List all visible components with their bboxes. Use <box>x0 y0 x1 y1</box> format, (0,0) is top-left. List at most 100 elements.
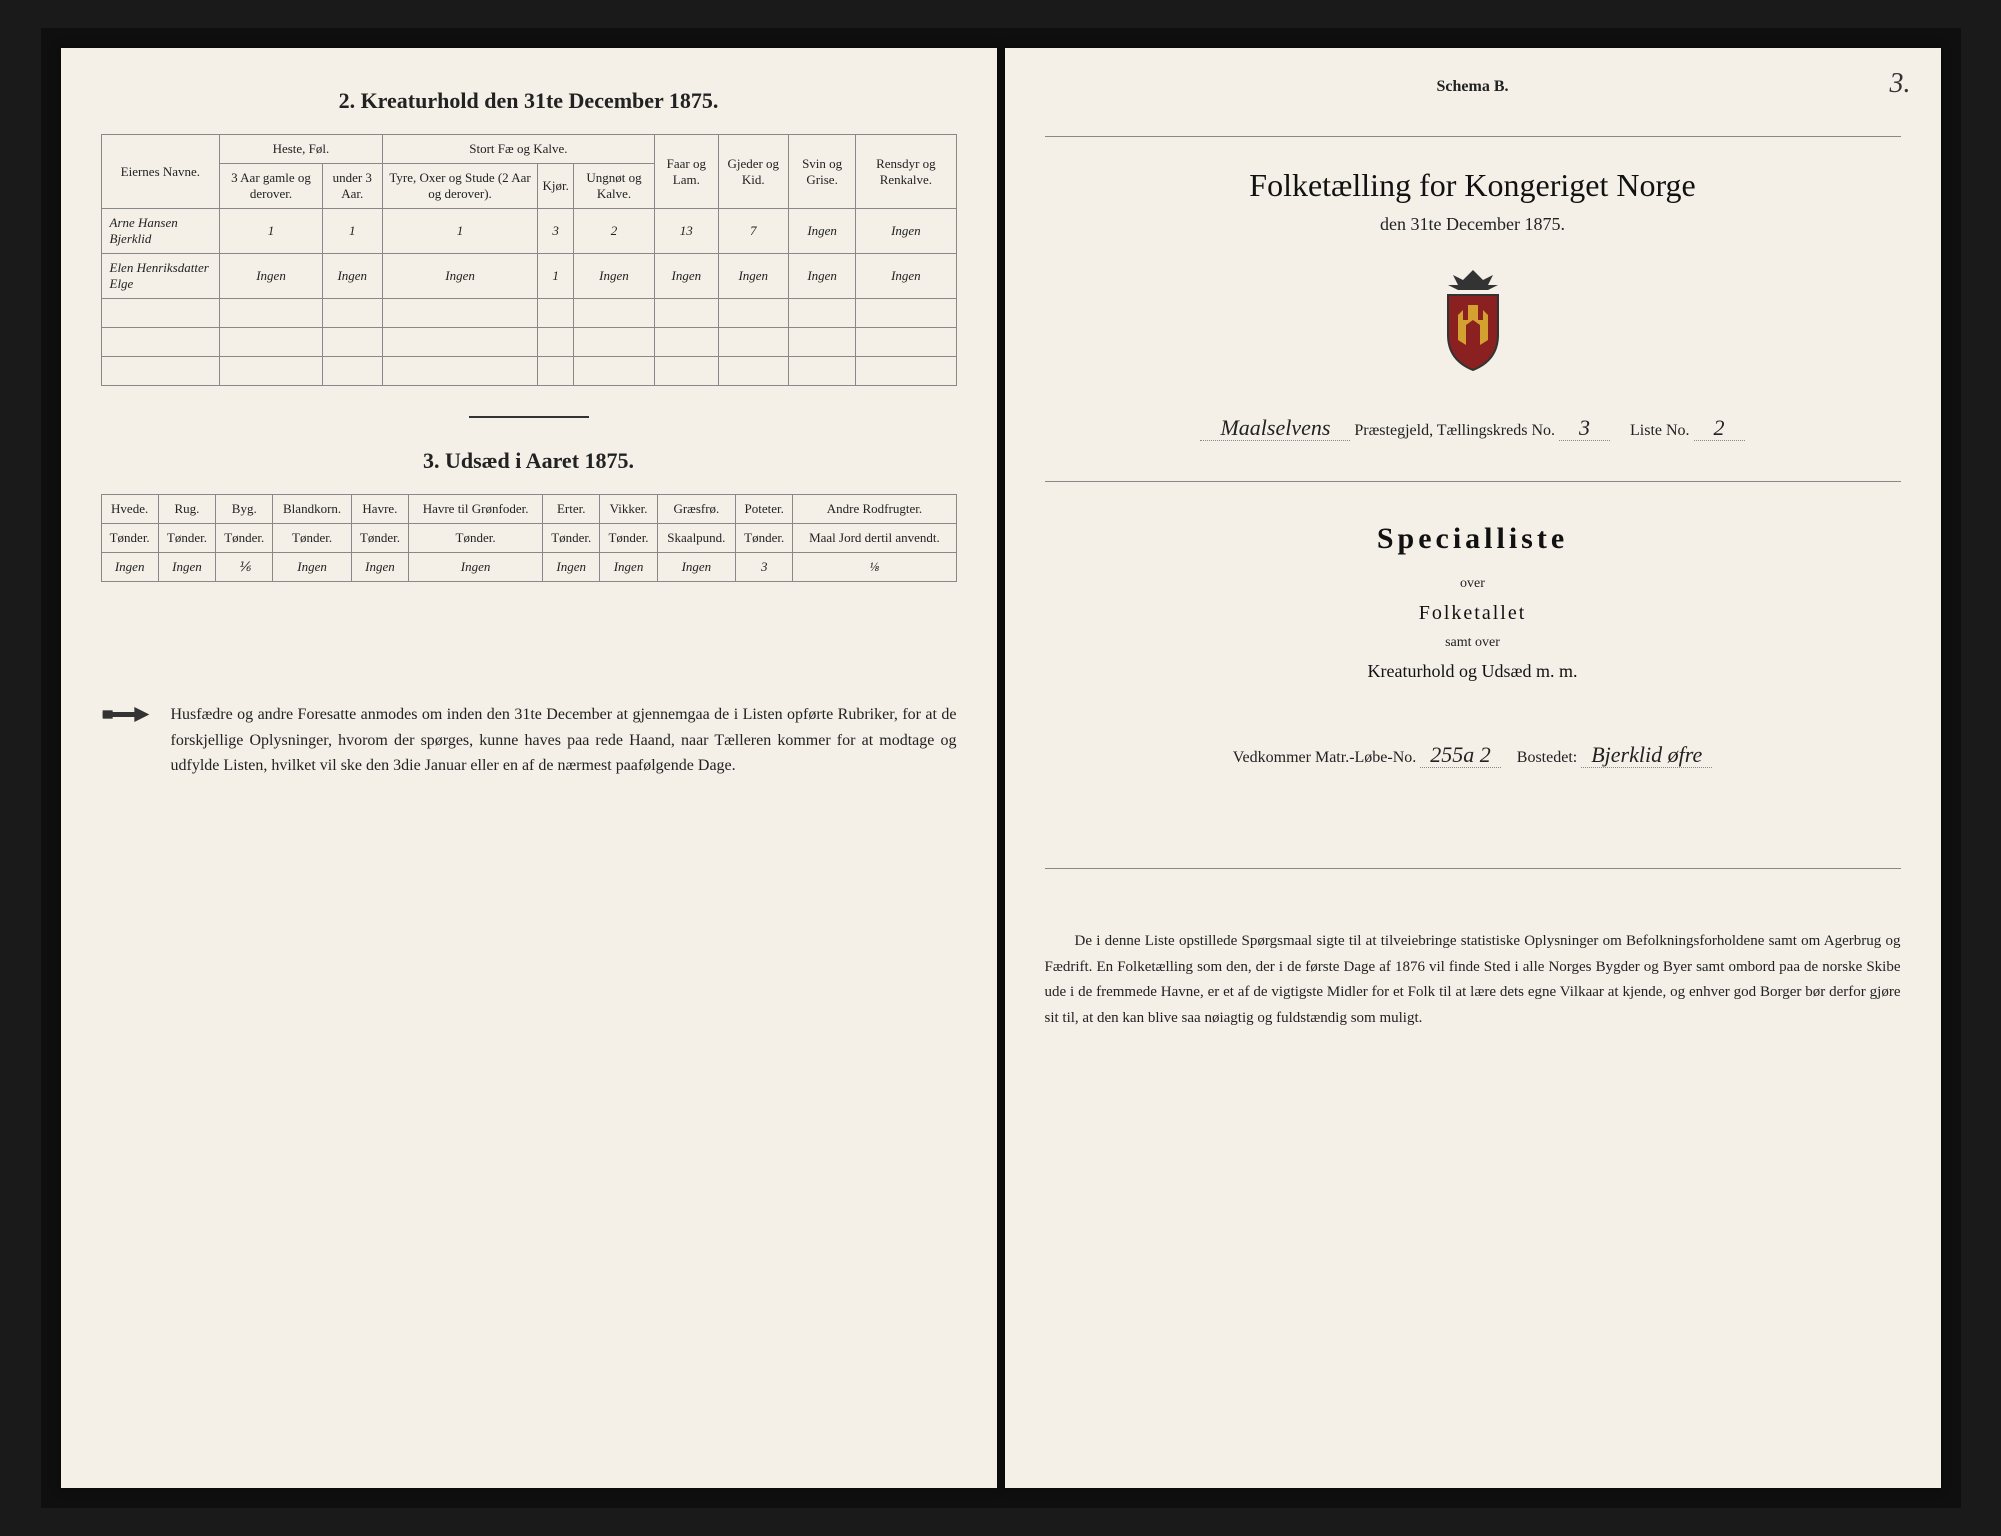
table-row-empty <box>101 357 956 386</box>
cell: 3 <box>538 209 573 254</box>
col-cows: Kjør. <box>538 164 573 209</box>
seed-unit: Maal Jord dertil anvendt. <box>793 524 956 553</box>
divider <box>469 416 589 418</box>
cell: 13 <box>655 209 718 254</box>
bottom-paragraph: De i denne Liste opstillede Spørgsmaal s… <box>1045 929 1901 1031</box>
parish-line: Maalselvens Præstegjeld, Tællingskreds N… <box>1045 415 1901 441</box>
folketal-label: Folketallet <box>1045 602 1901 625</box>
seed-cell: ⅛ <box>793 553 956 582</box>
table-row-empty <box>101 328 956 357</box>
section3-title: 3. Udsæd i Aaret 1875. <box>101 448 957 474</box>
seed-unit: Tønder. <box>273 524 351 553</box>
seed-row: Ingen Ingen ⅙ Ingen Ingen Ingen Ingen In… <box>101 553 956 582</box>
main-title: Folketælling for Kongeriget Norge <box>1045 167 1901 204</box>
cell: Ingen <box>856 209 956 254</box>
owner-name: Arne Hansen Bjerklid <box>101 209 220 254</box>
table-row-empty <box>101 299 956 328</box>
cell: Ingen <box>322 254 382 299</box>
seed-cell: Ingen <box>600 553 657 582</box>
seed-unit: Skaalpund. <box>657 524 735 553</box>
notice-text: Husfædre og andre Foresatte anmodes om i… <box>171 702 957 779</box>
col-goats: Gjeder og Kid. <box>718 135 789 209</box>
pointing-hand-icon <box>101 702 151 727</box>
seed-unit: Tønder. <box>158 524 215 553</box>
col-bulls: Tyre, Oxer og Stude (2 Aar og derover). <box>382 164 538 209</box>
cell: Ingen <box>382 254 538 299</box>
seed-header: Poteter. <box>736 495 793 524</box>
seed-cell: ⅙ <box>216 553 273 582</box>
seed-header: Byg. <box>216 495 273 524</box>
left-page: 2. Kreaturhold den 31te December 1875. E… <box>61 48 997 1488</box>
col-calves: Ungnøt og Kalve. <box>573 164 654 209</box>
rule <box>1045 868 1901 869</box>
rule <box>1045 481 1901 482</box>
seed-unit: Tønder. <box>543 524 600 553</box>
seed-cell: Ingen <box>101 553 158 582</box>
seed-cell: Ingen <box>543 553 600 582</box>
cell: Ingen <box>789 254 856 299</box>
seed-cell: Ingen <box>657 553 735 582</box>
cell: 1 <box>382 209 538 254</box>
kreds-no: 3 <box>1559 415 1610 441</box>
cell: 1 <box>322 209 382 254</box>
cell: Ingen <box>718 254 789 299</box>
right-page: 3. Schema B. Folketælling for Kongeriget… <box>1005 48 1941 1488</box>
bosted-label: Bostedet: <box>1517 749 1577 766</box>
livestock-table: Eiernes Navne. Heste, Føl. Stort Fæ og K… <box>101 134 957 386</box>
seed-header: Hvede. <box>101 495 158 524</box>
owner-name: Elen Henriksdatter Elge <box>101 254 220 299</box>
bosted-name: Bjerklid øfre <box>1581 742 1712 768</box>
col-horses-u3: under 3 Aar. <box>322 164 382 209</box>
seed-header: Andre Rodfrugter. <box>793 495 956 524</box>
cell: 1 <box>538 254 573 299</box>
coat-of-arms-icon <box>1428 265 1518 375</box>
cell: 1 <box>220 209 323 254</box>
liste-label: Liste No. <box>1630 422 1690 439</box>
col-reindeer: Rensdyr og Renkalve. <box>856 135 956 209</box>
cell: 2 <box>573 209 654 254</box>
matr-no: 255a 2 <box>1420 742 1501 768</box>
page-number: 3. <box>1890 68 1911 100</box>
cell: Ingen <box>573 254 654 299</box>
cell: Ingen <box>789 209 856 254</box>
seed-header: Blandkorn. <box>273 495 351 524</box>
sub-title: den 31te December 1875. <box>1045 214 1901 235</box>
seed-header: Havre. <box>351 495 408 524</box>
col-sheep: Faar og Lam. <box>655 135 718 209</box>
schema-label: Schema B. <box>1045 78 1901 96</box>
col-group-horses: Heste, Føl. <box>220 135 382 164</box>
seed-cell: Ingen <box>273 553 351 582</box>
seed-cell: Ingen <box>158 553 215 582</box>
section2-title: 2. Kreaturhold den 31te December 1875. <box>101 88 957 114</box>
parish-name: Maalselvens <box>1200 415 1350 441</box>
book-spread: 2. Kreaturhold den 31te December 1875. E… <box>41 28 1961 1508</box>
special-title: Specialliste <box>1045 522 1901 556</box>
seed-cell: Ingen <box>409 553 543 582</box>
table-row: Elen Henriksdatter Elge Ingen Ingen Inge… <box>101 254 956 299</box>
table-row: Arne Hansen Bjerklid 1 1 1 3 2 13 7 Inge… <box>101 209 956 254</box>
liste-no: 2 <box>1694 415 1745 441</box>
seed-unit: Tønder. <box>351 524 408 553</box>
seed-cell: Ingen <box>351 553 408 582</box>
cell: Ingen <box>856 254 956 299</box>
over-label: over <box>1045 576 1901 592</box>
vedkommer-line: Vedkommer Matr.-Løbe-No. 255a 2 Bostedet… <box>1045 742 1901 768</box>
rule <box>1045 136 1901 137</box>
kreatur-line: Kreaturhold og Udsæd m. m. <box>1045 661 1901 682</box>
seed-header: Rug. <box>158 495 215 524</box>
seed-unit: Tønder. <box>216 524 273 553</box>
seed-unit: Tønder. <box>600 524 657 553</box>
col-horses-3yr: 3 Aar gamle og derover. <box>220 164 323 209</box>
col-pigs: Svin og Grise. <box>789 135 856 209</box>
seed-unit: Tønder. <box>101 524 158 553</box>
parish-suffix: Præstegjeld, Tællingskreds No. <box>1354 422 1555 439</box>
seed-table: Hvede. Rug. Byg. Blandkorn. Havre. Havre… <box>101 494 957 582</box>
cell: 7 <box>718 209 789 254</box>
seed-header: Havre til Grønfoder. <box>409 495 543 524</box>
col-group-cattle: Stort Fæ og Kalve. <box>382 135 654 164</box>
vedkommer-label: Vedkommer Matr.-Løbe-No. <box>1233 749 1417 766</box>
seed-header: Græsfrø. <box>657 495 735 524</box>
cell: Ingen <box>220 254 323 299</box>
notice-block: Husfædre og andre Foresatte anmodes om i… <box>101 702 957 779</box>
cell: Ingen <box>655 254 718 299</box>
